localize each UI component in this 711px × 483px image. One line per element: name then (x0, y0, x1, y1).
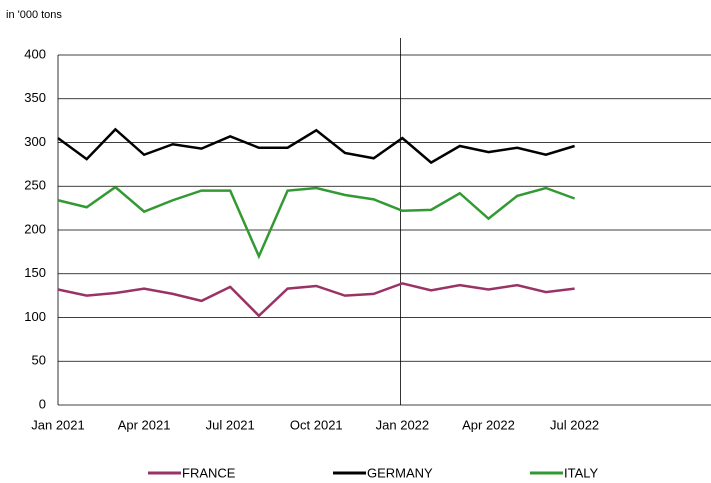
y-tick-label: 100 (24, 309, 46, 324)
x-tick-label: Jul 2022 (550, 417, 599, 432)
y-tick-label: 250 (24, 178, 46, 193)
y-axis-label: in '000 tons (6, 9, 62, 21)
series-line (57, 282, 575, 318)
legend-label: ITALY (564, 465, 599, 480)
legend-label: GERMANY (367, 465, 433, 480)
y-tick-label: 300 (24, 134, 46, 149)
y-tick-label: 400 (24, 46, 46, 61)
x-tick-label: Jan 2021 (31, 417, 85, 432)
y-tick-label: 150 (24, 265, 46, 280)
y-tick-label: 200 (24, 221, 46, 236)
x-tick-label: Apr 2021 (118, 417, 171, 432)
series-line (57, 185, 576, 260)
legend-label: FRANCE (182, 465, 236, 480)
x-tick-label: Jul 2021 (206, 417, 255, 432)
y-tick-label: 0 (39, 396, 46, 411)
y-tick-label: 50 (32, 353, 46, 368)
x-tick-label: Jan 2022 (376, 417, 430, 432)
x-tick-label: Oct 2021 (290, 417, 343, 432)
y-tick-label: 350 (24, 90, 46, 105)
series-line (57, 127, 575, 165)
x-tick-label: Apr 2022 (462, 417, 515, 432)
